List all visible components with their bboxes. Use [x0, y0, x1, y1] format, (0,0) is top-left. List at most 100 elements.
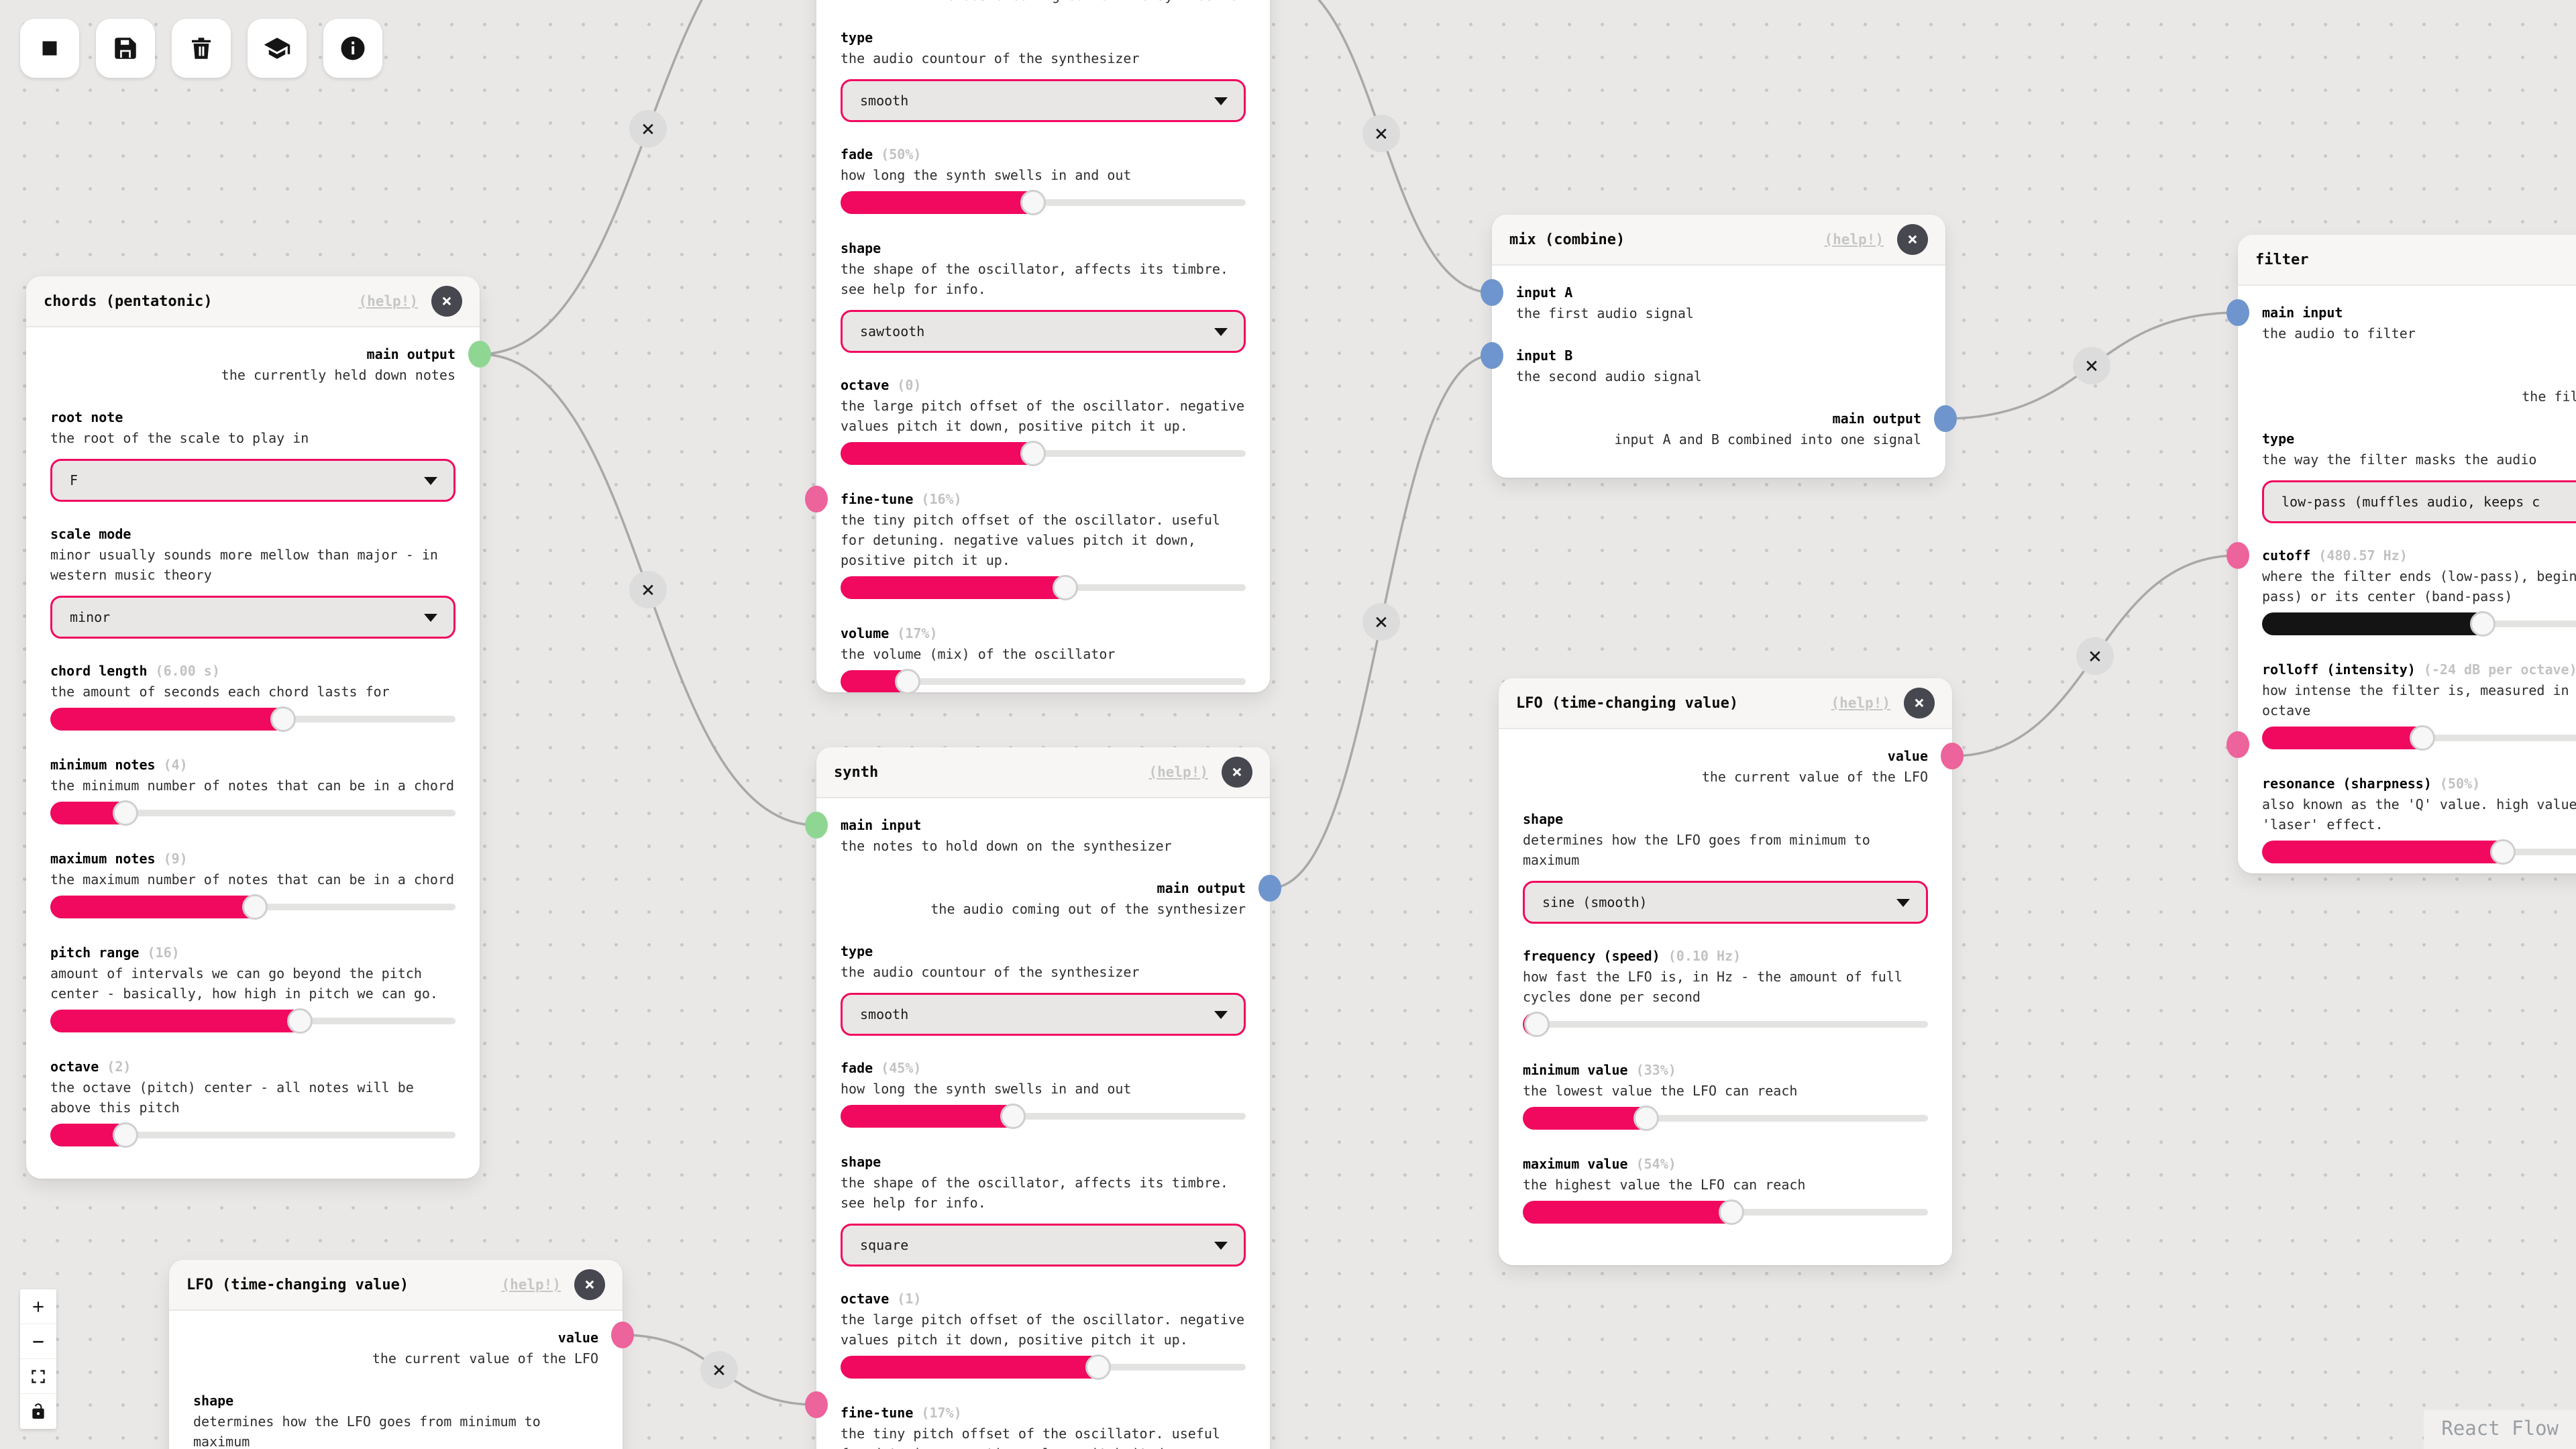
slider-thumb[interactable] [1053, 575, 1079, 600]
type-select[interactable]: smooth [841, 993, 1246, 1036]
shape-select[interactable]: sawtooth [841, 310, 1246, 353]
slider-thumb[interactable] [1524, 1012, 1550, 1037]
slider-thumb[interactable] [242, 894, 268, 920]
chevron-down-icon [1214, 97, 1228, 105]
minimum-notes-slider[interactable] [50, 800, 455, 826]
frequency-slider[interactable] [1523, 1011, 1928, 1038]
slider-thumb[interactable] [1020, 441, 1046, 466]
help-link[interactable]: (help!) [1831, 695, 1890, 711]
stop-button[interactable] [20, 19, 79, 78]
pitch-range-slider[interactable] [50, 1008, 455, 1034]
node-header[interactable]: chords (pentatonic) (help!) × [26, 276, 480, 327]
zoom-in-button[interactable] [20, 1289, 56, 1324]
slider-thumb[interactable] [112, 800, 138, 826]
lfo-right-value-handle[interactable] [1941, 743, 1964, 769]
slider-thumb[interactable] [286, 1008, 313, 1034]
node-header[interactable]: LFO (time-changing value) (help!) × [1499, 678, 1952, 729]
node-header[interactable]: synth (help!) × [816, 747, 1270, 798]
param-octave: octave (0) the large pitch offset of the… [841, 374, 1246, 467]
rolloff-slider[interactable] [2262, 724, 2576, 751]
fade-slider[interactable] [841, 189, 1246, 216]
scale-mode-select[interactable]: minor [50, 596, 455, 639]
slider-thumb[interactable] [1719, 1199, 1745, 1225]
octave-slider[interactable] [841, 440, 1246, 467]
slider-thumb[interactable] [112, 1122, 138, 1148]
close-node-button[interactable]: × [574, 1269, 605, 1300]
fade-slider[interactable] [841, 1103, 1246, 1130]
filter-cutoff-handle[interactable] [2226, 542, 2249, 569]
shape-select[interactable]: sine (smooth) [1523, 881, 1928, 924]
react-flow-attribution[interactable]: React Flow [2424, 1410, 2576, 1449]
slider-thumb[interactable] [1020, 190, 1046, 215]
slider-thumb[interactable] [2409, 725, 2435, 751]
node-filter[interactable]: filter main input the audio to filter ma… [2238, 235, 2576, 873]
mix-main-output-handle[interactable] [1934, 405, 1957, 432]
edge-delete-button[interactable]: × [1362, 603, 1400, 641]
chord-length-slider[interactable] [50, 706, 455, 733]
edge-delete-button[interactable]: × [629, 571, 667, 608]
help-link[interactable]: (help!) [1824, 231, 1884, 248]
delete-button[interactable] [172, 19, 231, 78]
slider-thumb[interactable] [270, 706, 297, 732]
info-button[interactable] [323, 19, 382, 78]
resonance-slider[interactable] [2262, 839, 2576, 865]
node-synth-top[interactable]: the audio coming out of the synthesizer … [816, 0, 1270, 692]
edge-chords-to-synth-top[interactable] [479, 0, 816, 356]
close-node-button[interactable]: × [1222, 757, 1252, 788]
maximum-notes-slider[interactable] [50, 894, 455, 920]
slider-thumb[interactable] [1000, 1104, 1026, 1129]
node-header[interactable]: LFO (time-changing value) (help!) × [169, 1260, 623, 1311]
synth-top-fine-tune-handle[interactable] [805, 486, 828, 513]
mix-input-a-handle[interactable] [1481, 279, 1503, 306]
edge-delete-button[interactable]: × [1362, 115, 1400, 152]
close-node-button[interactable]: × [431, 286, 462, 317]
save-button[interactable] [96, 19, 155, 78]
zoom-out-button[interactable] [20, 1324, 56, 1359]
node-title: synth [834, 763, 879, 781]
mix-input-b-handle[interactable] [1481, 342, 1503, 369]
synth-main-output-handle[interactable] [1258, 875, 1281, 902]
minimum-value-slider[interactable] [1523, 1105, 1928, 1132]
slider-thumb[interactable] [2470, 611, 2496, 637]
fine-tune-slider[interactable] [841, 574, 1246, 601]
node-mix[interactable]: mix (combine) (help!) × input A the firs… [1492, 215, 1945, 478]
slider-thumb[interactable] [1085, 1354, 1111, 1380]
type-select[interactable]: smooth [841, 79, 1246, 122]
filter-main-input-handle[interactable] [2226, 299, 2249, 326]
synth-fine-tune-handle[interactable] [805, 1391, 828, 1418]
filter-type-select[interactable]: low-pass (muffles audio, keeps c [2262, 480, 2576, 523]
node-header[interactable]: mix (combine) (help!) × [1492, 215, 1945, 266]
octave-slider[interactable] [841, 1354, 1246, 1381]
volume-slider[interactable] [841, 668, 1246, 692]
close-node-button[interactable]: × [1897, 224, 1928, 255]
help-link[interactable]: (help!) [501, 1277, 561, 1293]
slider-thumb[interactable] [894, 669, 920, 692]
node-lfo-right[interactable]: LFO (time-changing value) (help!) × valu… [1499, 678, 1952, 1265]
node-synth[interactable]: synth (help!) × main input the notes to … [816, 747, 1270, 1449]
shape-select[interactable]: square [841, 1224, 1246, 1267]
root-note-select[interactable]: F [50, 459, 455, 502]
edge-delete-button[interactable]: × [700, 1351, 738, 1389]
node-header[interactable]: filter [2238, 235, 2576, 286]
cutoff-slider[interactable] [2262, 610, 2576, 637]
chords-main-output-handle[interactable] [468, 341, 491, 368]
synth-main-input-handle[interactable] [805, 812, 828, 839]
octave-slider[interactable] [50, 1122, 455, 1148]
node-chords[interactable]: chords (pentatonic) (help!) × main outpu… [26, 276, 480, 1179]
filter-resonance-handle[interactable] [2226, 731, 2249, 758]
edge-delete-button[interactable]: × [629, 110, 667, 148]
maximum-value-slider[interactable] [1523, 1199, 1928, 1226]
lfo-bottom-value-handle[interactable] [611, 1322, 634, 1348]
lock-button[interactable] [20, 1394, 56, 1429]
slider-thumb[interactable] [1633, 1106, 1660, 1131]
edge-delete-button[interactable]: × [2073, 347, 2110, 384]
close-node-button[interactable]: × [1904, 688, 1935, 718]
tutorial-button[interactable] [248, 19, 307, 78]
fit-view-button[interactable] [20, 1359, 56, 1394]
help-link[interactable]: (help!) [358, 293, 418, 309]
slider-thumb[interactable] [2490, 839, 2516, 865]
edge-delete-button[interactable]: × [2076, 637, 2114, 675]
help-link[interactable]: (help!) [1148, 764, 1208, 780]
node-lfo-bottom[interactable]: LFO (time-changing value) (help!) × valu… [169, 1260, 623, 1449]
